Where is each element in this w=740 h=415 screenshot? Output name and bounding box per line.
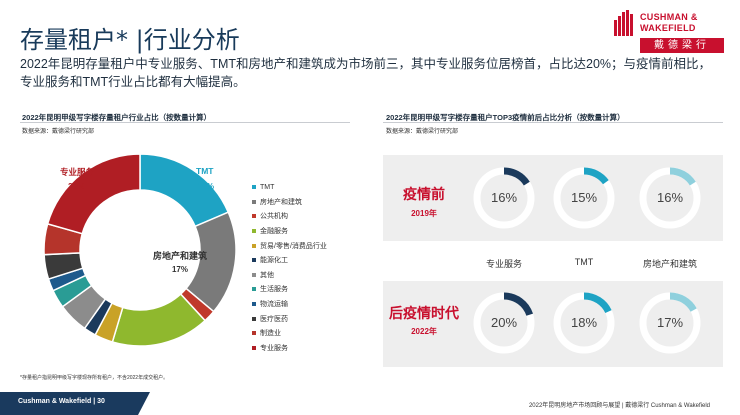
page-title: 存量租户* |行业分析 <box>20 26 240 54</box>
legend-swatch <box>252 229 256 234</box>
category-label-real-estate: 房地产和建筑 <box>642 259 697 269</box>
legend-swatch <box>252 316 256 321</box>
legend-label: 贸易/零售/消费品行业 <box>260 242 327 250</box>
pre-covid-year: 2019年 <box>411 209 437 218</box>
ring-value: 16% <box>490 190 518 205</box>
legend-item: 生活服务 <box>252 282 327 297</box>
company-logo: CUSHMAN & WAKEFIELD 戴德梁行 <box>614 8 724 53</box>
industry-donut-chart <box>43 153 237 347</box>
ring-arc <box>639 292 701 354</box>
ring-value: 15% <box>570 190 598 205</box>
left-panel-rule <box>20 122 350 123</box>
post-covid-label: 后疫情时代 <box>389 305 459 321</box>
legend-swatch <box>252 199 256 204</box>
ring-chart <box>473 167 535 229</box>
legend-swatch <box>252 331 256 336</box>
legend-swatch <box>252 345 256 350</box>
footer-bar <box>0 392 150 415</box>
category-label-tmt: TMT <box>574 257 594 267</box>
legend-label: 房地产和建筑 <box>260 198 302 206</box>
ring-arc <box>553 167 615 229</box>
ring-chart <box>553 292 615 354</box>
left-panel-source: 数据来源：戴德梁行研究部 <box>22 129 95 135</box>
footnote: *存量租户指昆明甲级写字楼现存所有租户，不含2022年成交租户。 <box>20 375 169 381</box>
legend-label: 能源化工 <box>260 257 288 265</box>
legend-label: 医疗医药 <box>260 315 288 323</box>
ring-chart <box>639 167 701 229</box>
industry-legend: TMT 房地产和建筑 公共机构金融服务贸易/零售/消费品行业 能源化工其他生活服务物流… <box>252 180 327 355</box>
legend-label: 公共机构 <box>260 213 288 221</box>
footer-right-text: 2022年昆明房地产市场回顾与展望 | 戴德梁行 Cushman & Wakef… <box>528 403 710 409</box>
legend-item: 物流运输 <box>252 297 327 312</box>
summary-text: 2022年昆明存量租户中专业服务、TMT和房地产和建筑成为市场前三，其中专业服务… <box>20 57 712 89</box>
label-tmt: TMT <box>196 166 214 176</box>
logo-bars-icon <box>614 10 633 36</box>
label-real-estate: 房地产和建筑 <box>152 251 207 261</box>
legend-item: 制造业 <box>252 326 327 341</box>
legend-item: 贸易/零售/消费品行业 <box>252 238 327 253</box>
ring-arc <box>473 292 535 354</box>
right-panel-source: 数据来源：戴德梁行研究部 <box>386 129 459 135</box>
legend-swatch <box>252 272 256 277</box>
pre-covid-label: 疫情前 <box>403 186 445 202</box>
ring-value: 20% <box>490 315 518 330</box>
legend-item: 公共机构 <box>252 209 327 224</box>
post-covid-year: 2022年 <box>411 327 437 336</box>
legend-label: 其他 <box>260 271 274 279</box>
legend-label: 金融服务 <box>260 228 288 236</box>
right-panel-rule <box>383 122 723 123</box>
ring-arc <box>553 292 615 354</box>
legend-item: 房地产和建筑 <box>252 195 327 210</box>
logo-line-1: CUSHMAN & <box>640 12 698 22</box>
donut-slice-0 <box>139 153 230 228</box>
logo-line-2: WAKEFIELD <box>640 23 696 33</box>
legend-item: 能源化工 <box>252 253 327 268</box>
value-professional-services: 20% <box>68 181 86 191</box>
ring-arc <box>473 167 535 229</box>
ring-value: 16% <box>656 190 684 205</box>
ring-value: 17% <box>656 315 684 330</box>
value-tmt: 18% <box>197 181 215 191</box>
legend-swatch <box>252 214 256 219</box>
legend-swatch <box>252 258 256 263</box>
footer-left-text: Cushman & Wakefield | 30 <box>18 398 105 405</box>
legend-label: 生活服务 <box>260 286 288 294</box>
ring-arc <box>639 167 701 229</box>
value-real-estate: 17% <box>171 265 188 274</box>
logo-name: CUSHMAN & WAKEFIELD <box>640 12 698 34</box>
legend-label: 专业服务 <box>260 344 288 352</box>
legend-swatch <box>252 243 256 248</box>
legend-item: TMT <box>252 180 327 195</box>
label-professional-services: 专业服务 <box>60 167 95 177</box>
legend-item: 其他 <box>252 268 327 283</box>
right-panel-title: 2022年昆明甲级写字楼存量租户TOP3疫情前后占比分析（按数量计算） <box>386 113 625 122</box>
logo-cn: 戴德梁行 <box>640 38 724 53</box>
legend-label: 物流运输 <box>260 301 288 309</box>
legend-label: 制造业 <box>260 330 281 338</box>
legend-swatch <box>252 185 256 190</box>
left-panel-title: 2022年昆明甲级写字楼存量租户行业占比（按数量计算） <box>22 113 212 122</box>
legend-swatch <box>252 302 256 307</box>
legend-label: TMT <box>260 183 275 191</box>
legend-swatch <box>252 287 256 292</box>
donut-slice-11 <box>46 153 141 235</box>
ring-chart <box>553 167 615 229</box>
legend-item: 医疗医药 <box>252 311 327 326</box>
ring-value: 18% <box>570 315 598 330</box>
ring-chart <box>639 292 701 354</box>
ring-chart <box>473 292 535 354</box>
legend-item: 金融服务 <box>252 224 327 239</box>
legend-item: 专业服务 <box>252 341 327 356</box>
category-label-professional: 专业服务 <box>485 259 522 269</box>
